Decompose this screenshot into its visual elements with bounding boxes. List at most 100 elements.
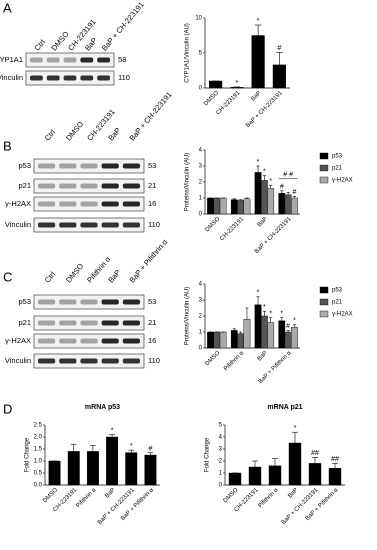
- blot-band: [122, 163, 140, 169]
- blot-band: [38, 299, 56, 305]
- y-tick-label: 0: [199, 86, 203, 92]
- bar: [219, 331, 227, 349]
- bar: [219, 197, 227, 215]
- y-axis-label: Fold Change: [25, 437, 31, 472]
- kda-label: 58: [118, 55, 126, 64]
- lane-label: BaP + CH-223191: [128, 90, 174, 142]
- bar: [213, 331, 221, 349]
- blot-band: [80, 163, 98, 169]
- blot-band: [30, 75, 43, 81]
- y-axis-label: Fold Change: [205, 437, 211, 472]
- x-tick-label: Pifithrin α: [223, 350, 245, 372]
- row-label: p21: [18, 181, 31, 190]
- bar: [230, 199, 238, 215]
- legend-label: p53: [332, 288, 343, 294]
- bar: [48, 460, 61, 486]
- y-tick-label: 0.0: [34, 483, 43, 489]
- bar: [207, 197, 214, 215]
- blot-band: [122, 299, 140, 305]
- y-tick-label: 5: [199, 51, 203, 57]
- blot-band: [59, 222, 77, 228]
- y-tick-label: 2: [199, 180, 203, 186]
- blot-band: [97, 75, 110, 81]
- significance-mark: *: [257, 18, 260, 25]
- legend-label: p53: [332, 154, 343, 160]
- chart-title: mRNA p21: [267, 404, 302, 411]
- y-tick-label: 4: [199, 148, 203, 154]
- row-label: Vinculin: [0, 73, 23, 82]
- bar: [207, 331, 214, 349]
- blot-band: [38, 163, 56, 169]
- blot-band: [59, 163, 77, 169]
- blot-strip: [33, 178, 145, 194]
- blot-band: [101, 338, 119, 344]
- blot-band: [80, 75, 94, 81]
- blot-band: [59, 299, 77, 305]
- bar: [261, 315, 268, 349]
- blot-band: [80, 57, 94, 63]
- y-tick-label: 2.5: [34, 423, 43, 429]
- y-tick-label: 1.0: [34, 459, 43, 465]
- row-label: Vinculin: [5, 356, 31, 365]
- panel-label: A: [3, 0, 12, 15]
- significance-mark: #: [286, 323, 290, 330]
- legend-swatch: [319, 176, 329, 184]
- y-axis-label: CYP1A1/Vinculin (AU): [185, 23, 191, 83]
- blot-band: [97, 57, 110, 63]
- row-label: p21: [18, 318, 31, 327]
- bar: [261, 180, 268, 215]
- x-tick-label: CH-223191: [215, 90, 241, 116]
- blot-band: [122, 222, 140, 228]
- panel-label: D: [3, 401, 12, 416]
- blot-band: [30, 57, 43, 63]
- significance-mark: *: [130, 443, 133, 450]
- y-tick-label: 3: [199, 298, 203, 304]
- blot-band: [46, 75, 60, 81]
- kda-label: 53: [148, 297, 156, 306]
- blot-band: [122, 338, 140, 344]
- bar: [86, 451, 99, 486]
- blot-band: [101, 222, 119, 228]
- significance-mark: #: [293, 189, 297, 196]
- bar: [284, 194, 292, 215]
- y-tick-label: 0: [219, 483, 223, 489]
- lane-label: BaP: [83, 36, 99, 53]
- x-tick-label: BaP: [257, 350, 269, 362]
- blot-band: [122, 320, 140, 326]
- bar: [230, 87, 244, 89]
- blot-band: [59, 201, 77, 207]
- row-label: CYP1A1: [0, 55, 23, 64]
- bar: [268, 465, 282, 486]
- blot-band: [38, 320, 56, 326]
- blot-band: [59, 320, 77, 326]
- significance-mark: ##: [311, 450, 319, 457]
- y-tick-label: 4: [199, 282, 203, 288]
- significance-mark: *: [263, 168, 266, 175]
- blot-band: [46, 57, 60, 63]
- y-tick-label: 0: [199, 212, 203, 218]
- legend-swatch: [319, 286, 329, 294]
- blot-band: [59, 358, 77, 364]
- kda-label: 110: [118, 73, 130, 82]
- x-tick-label: BaP: [287, 487, 299, 499]
- row-label: γ-H2AX: [5, 199, 31, 208]
- x-tick-label: BaP: [250, 90, 262, 102]
- kda-label: 110: [148, 220, 160, 229]
- panel-label: B: [3, 138, 12, 153]
- blot-band: [101, 183, 119, 189]
- y-tick-label: 10: [195, 16, 202, 22]
- blot-band: [80, 338, 98, 344]
- bar: [291, 197, 298, 215]
- significance-mark: #: [280, 184, 284, 191]
- legend-swatch: [319, 152, 329, 160]
- blot-band: [59, 183, 77, 189]
- blot-band: [63, 57, 77, 63]
- significance-mark: *: [263, 304, 266, 311]
- bar: [243, 198, 251, 215]
- y-tick-label: 3: [199, 164, 203, 170]
- chart-title: mRNA p53: [85, 404, 120, 411]
- y-tick-label: 2: [219, 459, 223, 465]
- legend-swatch: [319, 310, 329, 318]
- y-tick-label: 5: [219, 423, 223, 429]
- blot-band: [80, 201, 98, 207]
